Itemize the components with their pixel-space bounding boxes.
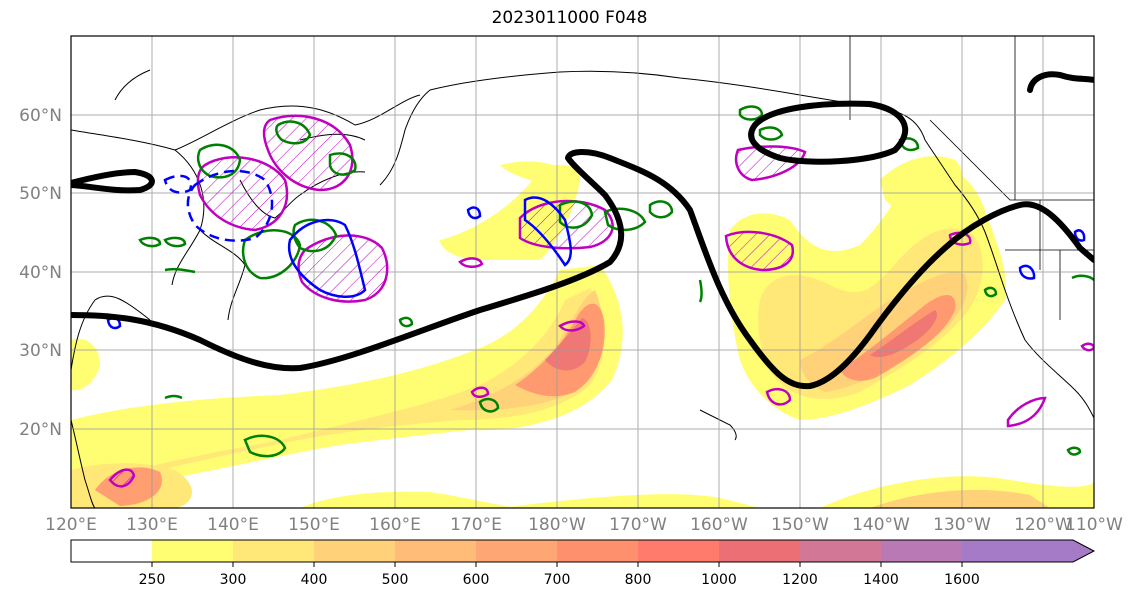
colorbar-swatches [71, 540, 1094, 562]
lon-label: 170°E [450, 515, 502, 535]
colorbar-swatch [638, 540, 719, 562]
jet-contours [71, 71, 1094, 390]
colorbar-swatch [314, 540, 395, 562]
colorbar-tick-label: 1200 [782, 572, 818, 588]
colorbar-tick-label: 400 [301, 572, 328, 588]
colorbar-ticks: 250 300 400 500 600 700 800 1000 1200 14… [139, 562, 980, 588]
lat-label: 30°N [19, 341, 62, 361]
colorbar-tick-label: 600 [463, 572, 490, 588]
colorbar-swatch [800, 540, 881, 562]
lon-label: 120°E [45, 515, 97, 535]
colorbar-swatch [719, 540, 800, 562]
lat-label: 20°N [19, 420, 62, 440]
colorbar-swatch [71, 540, 152, 562]
lon-label: 150°W [771, 515, 829, 535]
lat-label: 40°N [19, 263, 62, 283]
lon-label: 130°E [126, 515, 178, 535]
colorbar: 250 300 400 500 600 700 800 1000 1200 14… [70, 539, 1096, 588]
colorbar-swatch [395, 540, 476, 562]
lon-label: 130°W [933, 515, 991, 535]
latitude-labels: 60°N 50°N 40°N 30°N 20°N [19, 106, 62, 440]
colorbar-swatch [881, 540, 962, 562]
blue-contours [106, 196, 1086, 330]
colorbar-tick-label: 700 [544, 572, 571, 588]
lon-label: 160°E [369, 515, 421, 535]
lat-label: 50°N [19, 184, 62, 204]
magenta-hatched-contours [108, 114, 1094, 488]
longitude-labels: 120°E 130°E 140°E 150°E 160°E 170°E 180°… [45, 515, 1123, 535]
blue-dashed-contours [163, 169, 274, 242]
colorbar-tick-label: 1000 [701, 572, 737, 588]
colorbar-swatch [152, 540, 233, 562]
colorbar-swatch [476, 540, 557, 562]
colorbar-tick-label: 300 [220, 572, 247, 588]
colorbar-tick-label: 1600 [944, 572, 980, 588]
lon-label: 170°W [609, 515, 667, 535]
colorbar-swatch [233, 540, 314, 562]
colorbar-swatch [557, 540, 638, 562]
colorbar-tick-label: 1400 [863, 572, 899, 588]
map-frame [70, 35, 1095, 509]
lat-label: 60°N [19, 106, 62, 126]
colorbar-tick-label: 500 [382, 572, 409, 588]
lon-label: 140°E [207, 515, 259, 535]
colorbar-outline [70, 539, 1096, 563]
lon-label: 140°W [852, 515, 910, 535]
colorbar-swatch [962, 540, 1094, 562]
green-contours [138, 105, 1094, 458]
lon-label: 150°E [288, 515, 340, 535]
colorbar-tick-label: 250 [139, 572, 166, 588]
ivt-shading [71, 156, 1094, 508]
lon-label: 120°W [1014, 515, 1072, 535]
lon-label: 180°W [528, 515, 586, 535]
political-borders [849, 36, 1094, 320]
lon-label: 110°W [1065, 515, 1123, 535]
colorbar-tick-label: 800 [625, 572, 652, 588]
lon-label: 160°W [690, 515, 748, 535]
map-title: 2023011000 F048 [491, 8, 648, 28]
